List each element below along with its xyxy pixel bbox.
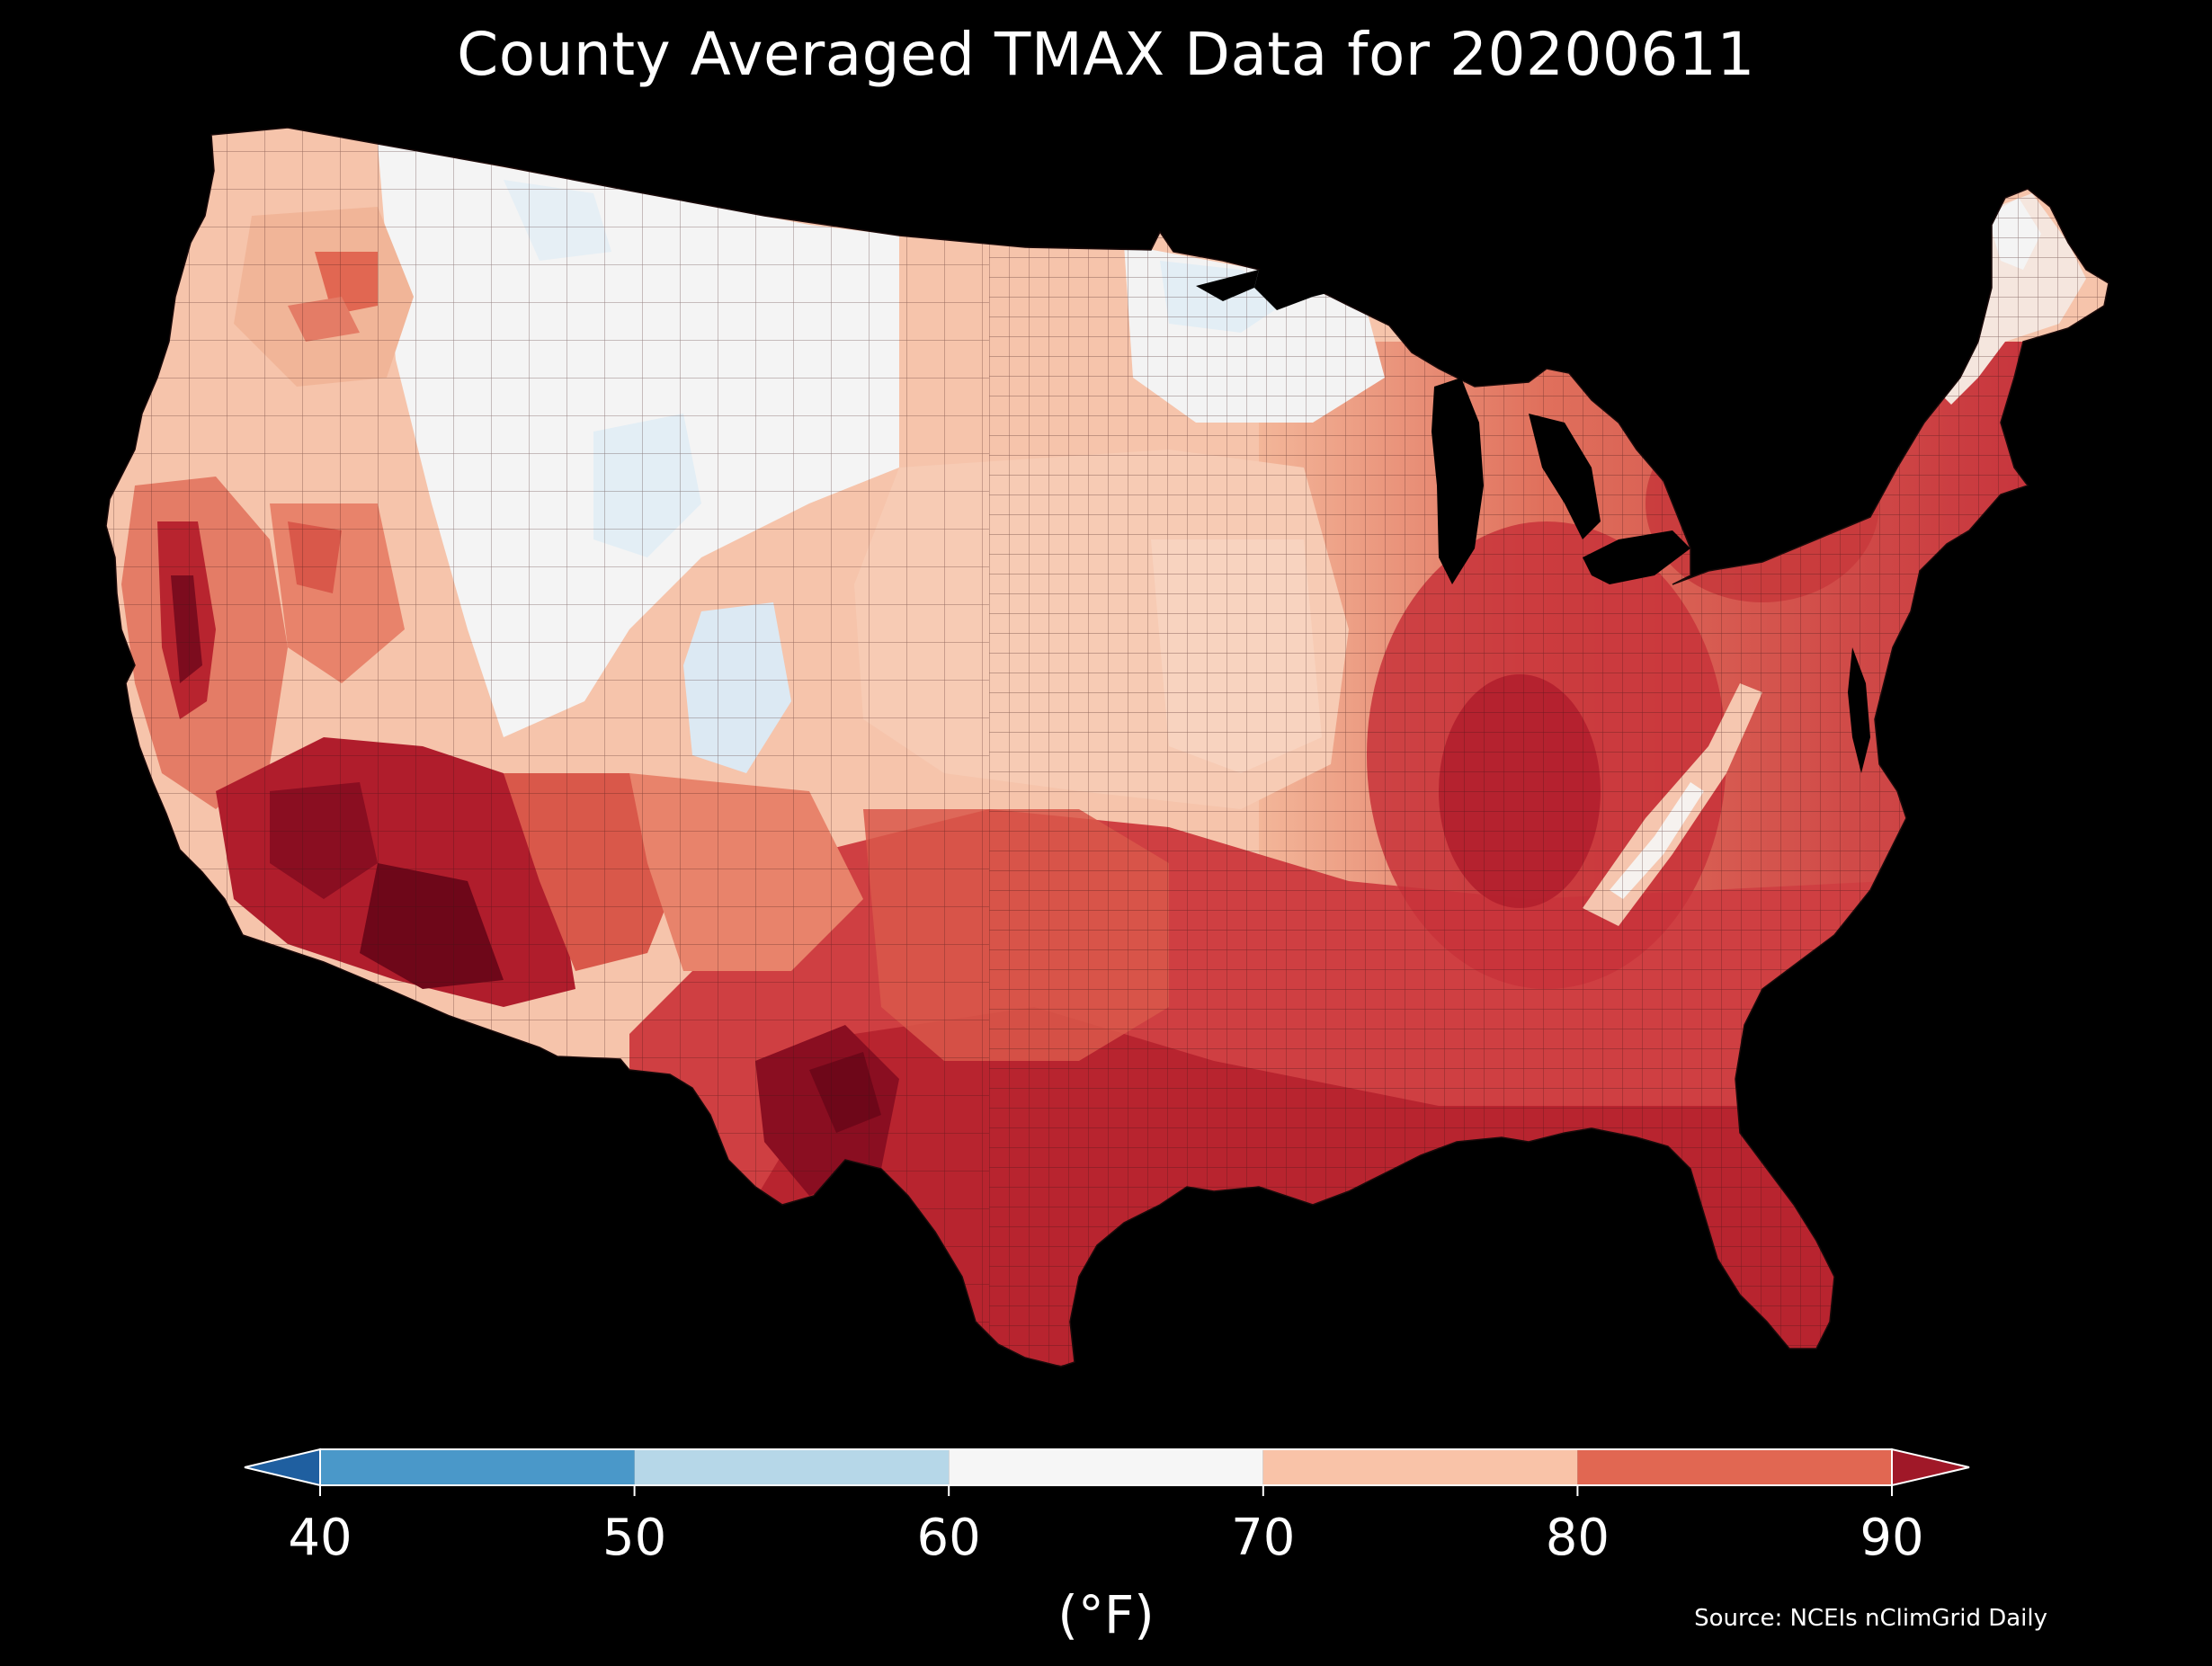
colorbar-tick-label: 50	[602, 1509, 667, 1567]
source-credit: Source: NCEIs nClimGrid Daily	[1694, 1605, 2047, 1632]
colorbar-over-triangle	[1891, 1448, 1970, 1487]
great-lakes	[1196, 261, 1798, 584]
colorbar-bin-80-90	[1577, 1449, 1892, 1485]
colorbar-under-triangle	[244, 1448, 321, 1487]
colorbar-bin-50-60	[634, 1449, 950, 1485]
colorbar-frame	[319, 1448, 1893, 1486]
colorbar-bin-40-50	[320, 1449, 635, 1485]
colorbar-bin-60-70	[949, 1449, 1263, 1485]
colorbar-units-label: (°F)	[1057, 1584, 1155, 1645]
lake-huron	[1529, 414, 1601, 539]
colorbar-tick-label: 40	[288, 1509, 352, 1567]
colorbar-tick-label: 80	[1545, 1509, 1610, 1567]
lake-superior	[1254, 261, 1349, 310]
colorbar-tick-label: 60	[916, 1509, 981, 1567]
lake-ontario	[1708, 508, 1798, 535]
lake-superior-west	[1196, 270, 1259, 301]
colorbar-tick-label: 70	[1231, 1509, 1296, 1567]
colorbar-bin-70-80	[1262, 1449, 1578, 1485]
chesapeake-bay	[1848, 647, 1870, 773]
colorbar-tick-label: 90	[1860, 1509, 1924, 1567]
map-title: County Averaged TMAX Data for 20200611	[457, 20, 1755, 89]
lake-michigan	[1432, 378, 1484, 584]
lake-erie	[1583, 530, 1690, 584]
